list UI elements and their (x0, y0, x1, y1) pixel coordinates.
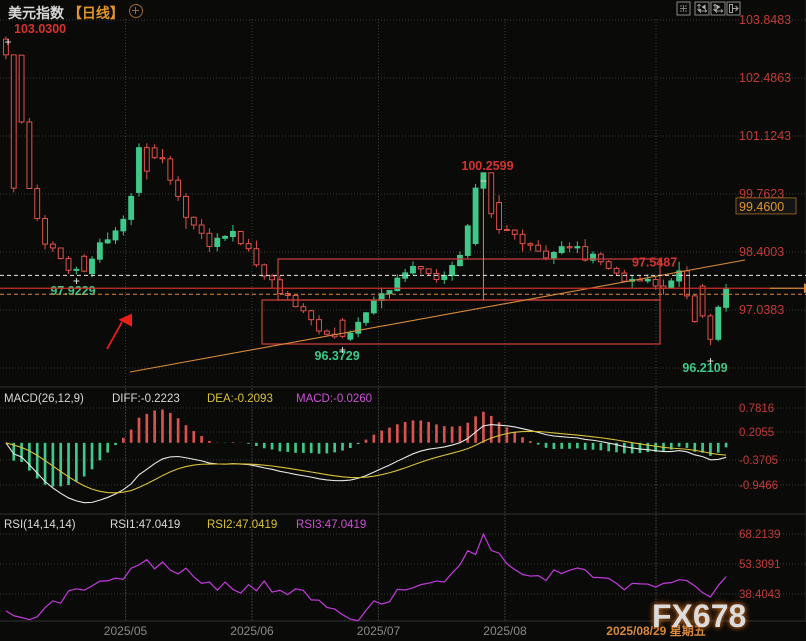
svg-text:97.9229: 97.9229 (50, 284, 95, 298)
svg-text:-0.3705: -0.3705 (739, 455, 778, 467)
svg-text:97.0383: 97.0383 (739, 303, 784, 317)
svg-text:RSI(14,14,14): RSI(14,14,14) (4, 519, 76, 531)
svg-text:68.2139: 68.2139 (739, 529, 781, 541)
svg-text:DEA:-0.2093: DEA:-0.2093 (207, 393, 273, 405)
svg-text:103.0300: 103.0300 (14, 22, 66, 36)
svg-text:99.4600: 99.4600 (739, 200, 784, 214)
svg-text:2025/07: 2025/07 (357, 624, 401, 638)
svg-text:RSI2:47.0419: RSI2:47.0419 (207, 519, 277, 531)
svg-text:2025/05: 2025/05 (104, 624, 148, 638)
svg-text:100.2599: 100.2599 (461, 159, 513, 173)
svg-text:96.3729: 96.3729 (315, 349, 360, 363)
svg-text:DIFF:-0.2223: DIFF:-0.2223 (112, 393, 180, 405)
svg-text:102.4863: 102.4863 (739, 71, 791, 85)
svg-text:96.2109: 96.2109 (682, 361, 727, 375)
svg-text:0.7816: 0.7816 (739, 403, 774, 415)
svg-text:53.3091: 53.3091 (739, 559, 781, 571)
svg-text:MACD(26,12,9): MACD(26,12,9) (4, 393, 84, 405)
svg-text:-0.9466: -0.9466 (739, 480, 778, 492)
svg-text:RSI3:47.0419: RSI3:47.0419 (296, 519, 366, 531)
svg-text:2025/08: 2025/08 (483, 624, 527, 638)
svg-text:0.2055: 0.2055 (739, 427, 774, 439)
svg-text:2025/06: 2025/06 (230, 624, 274, 638)
svg-text:MACD:-0.0260: MACD:-0.0260 (296, 393, 372, 405)
svg-text:RSI1:47.0419: RSI1:47.0419 (110, 519, 180, 531)
svg-text:98.4003: 98.4003 (739, 245, 784, 259)
svg-text:101.1243: 101.1243 (739, 129, 791, 143)
svg-text:97.5487: 97.5487 (632, 255, 677, 269)
